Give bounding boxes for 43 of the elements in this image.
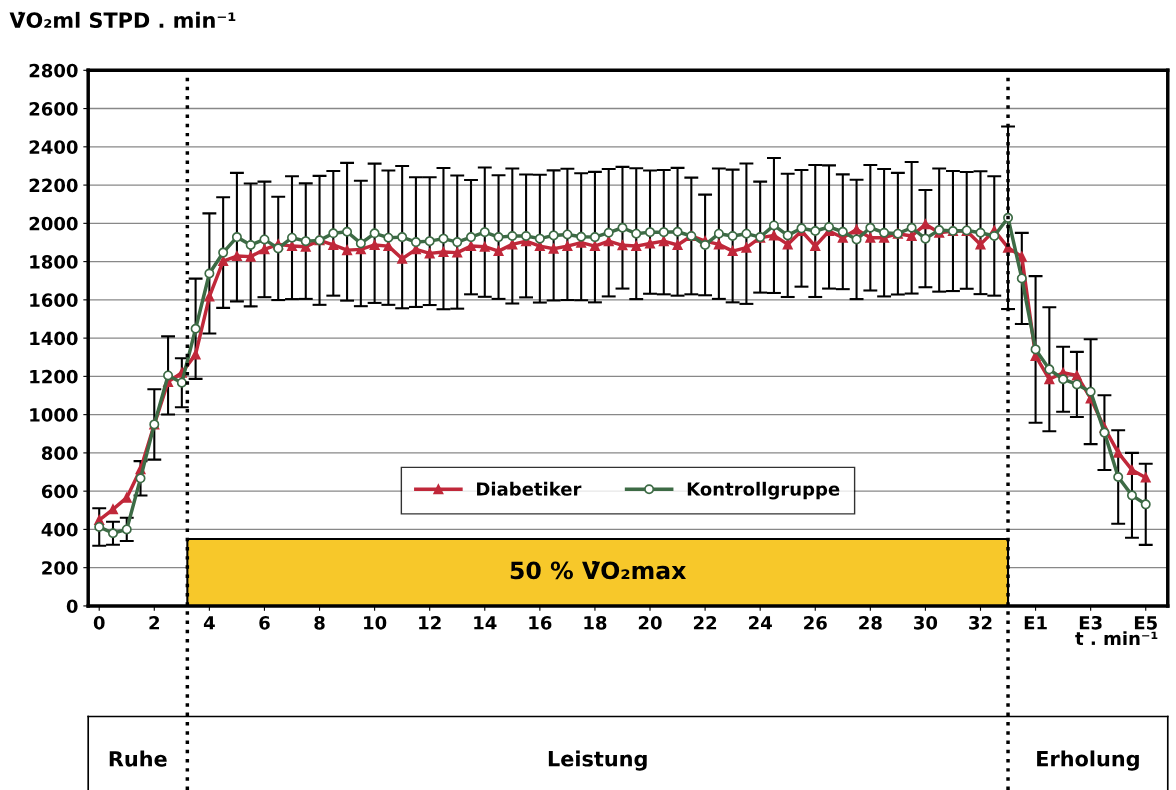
y-tick-label: 2800 <box>29 63 78 78</box>
y-tick-label: 1000 <box>30 408 78 422</box>
x-tick-label: 18 <box>584 615 607 630</box>
x-tick-label: E3 <box>1079 615 1102 630</box>
x-tick-label: E1 <box>1024 616 1047 630</box>
y-tick-label: 600 <box>41 484 78 499</box>
y-tick-label: 1400 <box>30 331 78 346</box>
y-tick-label: 0 <box>66 599 78 614</box>
x-tick-label: 22 <box>693 615 717 630</box>
x-tick-label: 14 <box>474 616 497 630</box>
y-tick-label: 200 <box>42 561 78 575</box>
x-tick-label: 10 <box>364 615 387 630</box>
x-tick-label: E5 <box>1134 616 1157 630</box>
x-tick-label: 2 <box>149 615 160 630</box>
y-axis-title: V̇O₂ml STPD . min⁻¹ <box>9 11 236 28</box>
y-tick-label: 2200 <box>29 178 78 193</box>
x-tick-label: 0 <box>93 615 105 630</box>
y-tick-label: 2000 <box>29 216 78 231</box>
legend-label: Diabetiker <box>477 481 582 496</box>
y-tick-label: 400 <box>41 522 78 537</box>
band-label: 50 % V̇O₂max <box>510 561 687 580</box>
x-tick-label: 28 <box>859 615 882 630</box>
y-tick-label: 2400 <box>29 140 78 154</box>
y-tick-label: 1600 <box>30 293 78 307</box>
x-tick-label: 32 <box>969 615 992 630</box>
x-tick-label: 6 <box>259 615 270 630</box>
y-tick-label: 1800 <box>30 255 78 269</box>
y-tick-label: 1200 <box>30 369 78 384</box>
x-tick-label: 26 <box>804 615 827 630</box>
x-tick-label: 30 <box>914 615 938 630</box>
x-tick-label: 12 <box>419 615 441 630</box>
legend-label: Kontrollgruppe <box>687 481 840 500</box>
x-tick-label: 4 <box>203 616 215 630</box>
x-tick-label: 8 <box>314 615 325 630</box>
x-axis-title: t . min⁻¹ <box>1075 631 1158 645</box>
text: Erholung <box>1037 750 1139 771</box>
y-tick-label: 800 <box>41 446 78 461</box>
x-tick-label: 24 <box>749 615 772 630</box>
text: Ruhe <box>109 750 167 767</box>
x-tick-label: 20 <box>638 615 662 630</box>
text: Leistung <box>548 750 647 771</box>
x-tick-label: 16 <box>529 615 552 630</box>
y-tick-label: 2600 <box>29 102 78 116</box>
